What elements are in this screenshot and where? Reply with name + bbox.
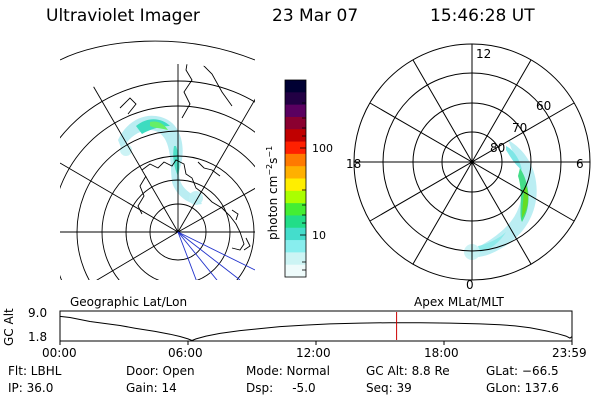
mlt-meridians [354,44,590,280]
magnetic-grid [177,231,255,280]
status-filter: Flt: LBHL [8,364,62,378]
status-ip: IP: 36.0 [8,381,54,395]
color-scale-cell [285,129,306,143]
color-scale-cell [285,203,306,217]
status-dsp: Dsp: -5.0 [246,381,316,395]
geographic-panel-label: Geographic Lat/Lon [70,295,188,309]
color-scale-bar: 100 10 photon cm−2s−1 [265,79,333,278]
color-scale-cell [285,80,306,93]
mlt-label-dawn: 6 [576,157,584,171]
status-geo-latitude: GLat: −66.5 [486,364,559,378]
aurora-emission-geo [118,115,203,205]
altitude-curve [59,315,573,342]
mlat-label-60: 60 [536,99,551,113]
aurora-emission-apex [464,140,537,260]
color-scale-cell [285,104,306,118]
mlt-label-noon: 12 [476,47,491,61]
mlt-label-dusk: 18 [346,157,361,171]
color-scale-cell [285,141,306,155]
altitude-y-label: GC Alt [2,308,16,346]
apex-panel-label: Apex MLat/MLT [414,295,504,309]
color-scale-cell [285,264,306,278]
color-scale-cell [285,92,306,106]
coastlines [119,64,251,251]
status-geo-longitude: GLon: 137.6 [486,381,559,395]
observation-time: 15:46:28 UT [430,6,535,26]
mlat-label-70: 70 [512,121,527,135]
geographic-map [60,40,255,280]
altitude-x-ticks [59,341,573,345]
apex-polar-plot: 12 18 6 0 60 70 80 [346,43,591,292]
color-scale-cell [285,215,306,229]
altitude-ytick-high: 9.0 [28,306,48,320]
app-title: Ultraviolet Imager [46,6,200,26]
color-scale-cell [285,227,306,241]
status-mode: Mode: Normal [246,364,330,378]
color-scale-cell [285,190,306,204]
altitude-xtick-0000: 00:00 [42,346,77,360]
longitude-grid [60,64,255,280]
altitude-xtick-0600: 06:00 [168,346,203,360]
altitude-xtick-1200: 12:00 [296,346,331,360]
color-scale-cell [285,153,306,167]
altitude-xtick-2359: 23:59 [552,346,587,360]
altitude-ytick-low: 1.8 [28,330,48,344]
color-scale-tick-100: 100 [312,142,333,155]
status-sequence: Seq: 39 [366,381,412,395]
observation-date: 23 Mar 07 [272,6,359,26]
color-scale-unit-label: photon cm−2s−1 [265,146,280,240]
color-scale-cell [285,116,306,130]
mlt-label-midnight: 0 [466,278,474,292]
altitude-xtick-1800: 18:00 [424,346,459,360]
color-scale-cell [285,166,306,180]
color-scale-ticks [300,102,306,271]
status-gc-altitude: GC Alt: 8.8 Re [366,364,450,378]
mlat-label-80: 80 [490,141,505,155]
color-scale-cell [285,178,306,192]
status-door: Door: Open [126,364,195,378]
color-scale-cell [285,252,306,266]
altitude-plot [59,310,573,345]
color-scale-cell [285,240,306,253]
status-gain: Gain: 14 [126,381,177,395]
color-scale-tick-10: 10 [312,229,326,242]
